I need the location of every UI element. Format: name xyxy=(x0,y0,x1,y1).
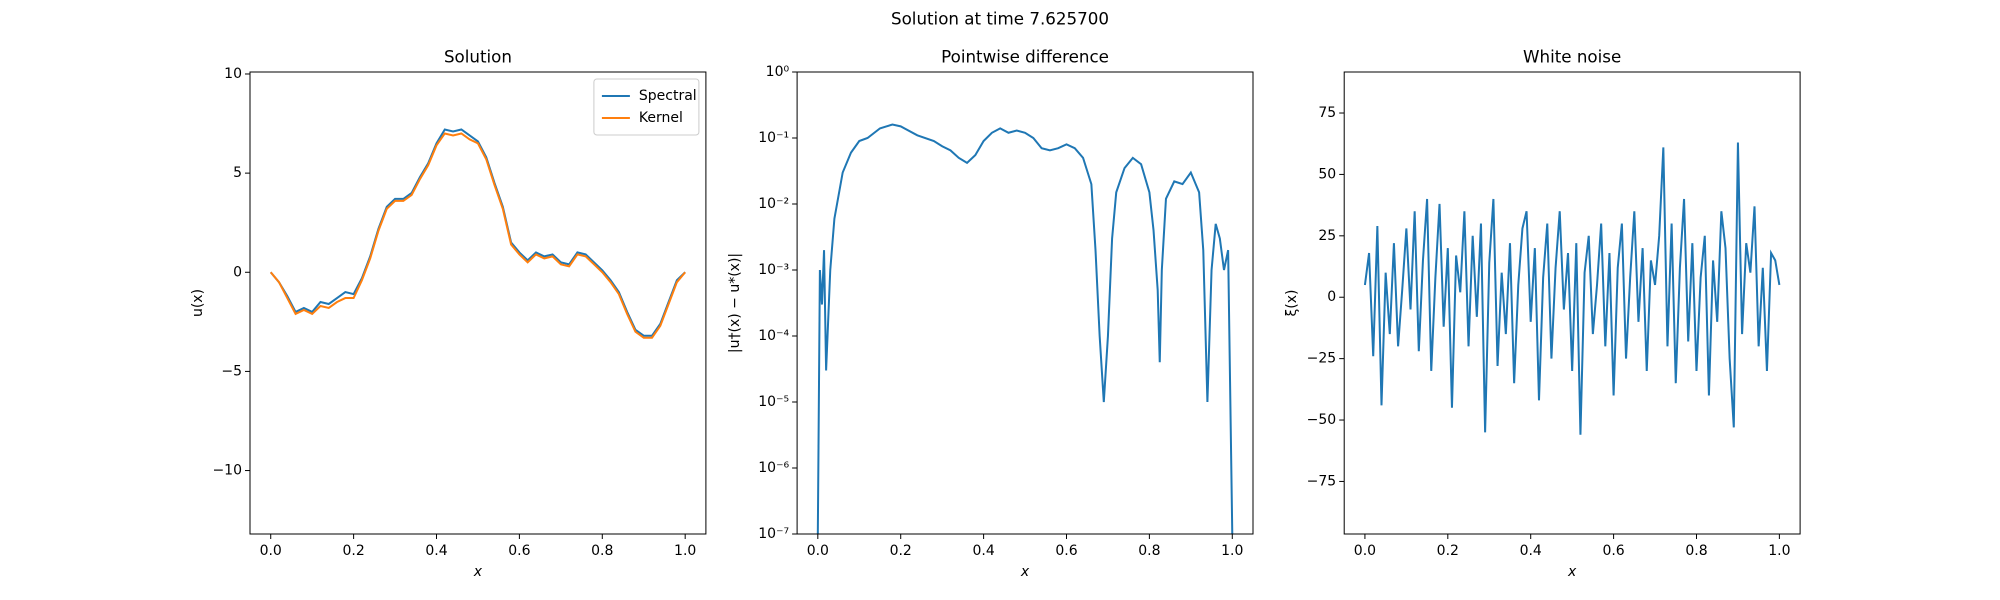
y-tick-label: 10⁻² xyxy=(758,196,789,212)
y-axis-label: ξ(x) xyxy=(1284,289,1300,316)
x-tick-label: 0.6 xyxy=(1602,543,1624,559)
x-tick-label: 0.2 xyxy=(1437,543,1459,559)
axes-frame xyxy=(1343,71,1801,535)
y-axis-label: u(x) xyxy=(190,289,206,317)
x-axis-label: x xyxy=(473,564,483,580)
y-tick-label: 10⁻⁴ xyxy=(758,328,789,344)
y-tick-label: 50 xyxy=(1318,166,1336,182)
y-tick-label: 0 xyxy=(1327,289,1336,305)
x-axis-label: x xyxy=(1567,564,1577,580)
x-tick-label: 0.0 xyxy=(260,543,282,559)
legend-box xyxy=(593,78,700,136)
y-tick-label: 10⁰ xyxy=(766,64,790,80)
y-tick-label: 10⁻⁷ xyxy=(758,526,789,542)
figure-title: Solution at time 7.625700 xyxy=(891,9,1109,29)
axes-frame xyxy=(796,71,1254,535)
x-tick-label: 1.0 xyxy=(1768,543,1790,559)
x-tick-label: 0.6 xyxy=(1055,543,1077,559)
x-tick-label: 0.8 xyxy=(1685,543,1707,559)
y-tick-label: −25 xyxy=(1307,351,1337,367)
x-tick-label: 0.2 xyxy=(890,543,912,559)
axes-frame xyxy=(249,71,707,535)
x-tick-label: 0.4 xyxy=(425,543,447,559)
data-line xyxy=(269,132,686,339)
y-tick-label: 5 xyxy=(233,165,242,181)
legend-label: Kernel xyxy=(639,110,683,126)
y-tick-label: 10 xyxy=(224,66,242,82)
x-tick-label: 0.8 xyxy=(1138,543,1160,559)
data-line xyxy=(1363,142,1781,435)
x-tick-label: 0.4 xyxy=(972,543,994,559)
x-tick-label: 1.0 xyxy=(1221,543,1243,559)
y-tick-label: 10⁻⁶ xyxy=(758,460,789,476)
y-tick-label: 10⁻¹ xyxy=(758,130,789,146)
legend: Spectral Kernel xyxy=(593,78,700,136)
x-tick-label: 0.8 xyxy=(591,543,613,559)
x-tick-label: 0.2 xyxy=(342,543,364,559)
x-tick-label: 0.6 xyxy=(508,543,530,559)
y-tick-label: 10⁻⁵ xyxy=(758,394,789,410)
x-axis-label: x xyxy=(1020,564,1030,580)
y-tick-label: −50 xyxy=(1307,412,1337,428)
y-tick-label: −10 xyxy=(212,463,242,479)
y-axis-label: |u†(x) − u*(x)| xyxy=(727,253,743,353)
x-tick-label: 0.0 xyxy=(1354,543,1376,559)
y-tick-label: 25 xyxy=(1318,228,1336,244)
y-tick-label: 10⁻³ xyxy=(758,262,789,278)
axes-title: Pointwise difference xyxy=(941,47,1109,67)
y-tick-label: −5 xyxy=(221,363,242,379)
data-line xyxy=(269,128,686,337)
y-tick-label: −75 xyxy=(1307,473,1337,489)
y-tick-label: 75 xyxy=(1318,105,1336,121)
axes-title: Solution xyxy=(444,47,512,67)
legend-label: Spectral xyxy=(639,88,697,104)
axes-title: White noise xyxy=(1523,47,1621,67)
x-tick-label: 0.0 xyxy=(807,543,829,559)
y-tick-label: 0 xyxy=(233,264,242,280)
data-line xyxy=(816,123,1234,534)
x-tick-label: 1.0 xyxy=(674,543,696,559)
x-tick-label: 0.4 xyxy=(1520,543,1542,559)
